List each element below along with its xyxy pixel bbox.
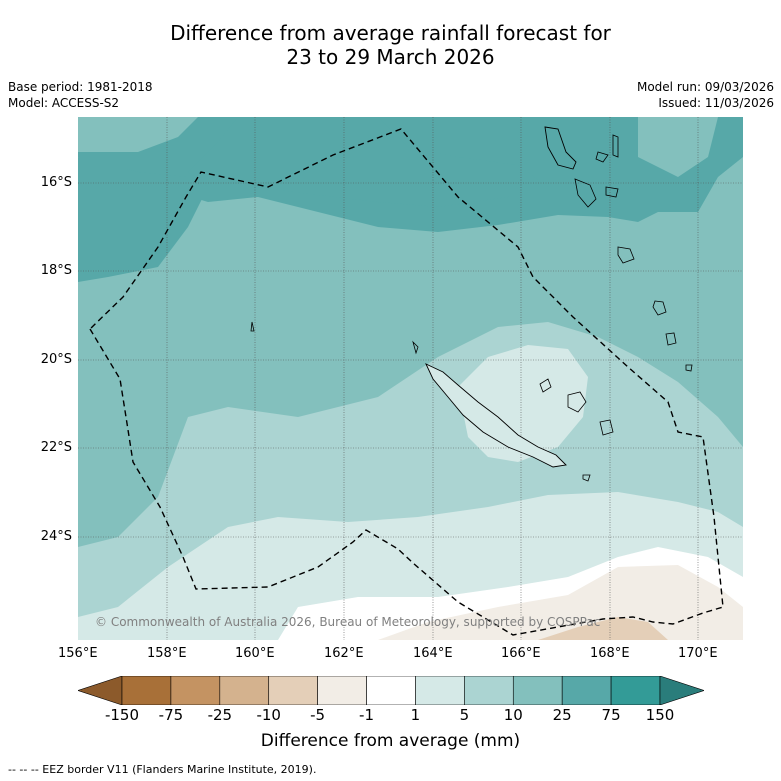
- lon-label-170e: 170°E: [678, 646, 718, 661]
- copyright-notice: © Commonwealth of Australia 2026, Bureau…: [95, 615, 601, 629]
- zone-minus10-minus5: [538, 617, 668, 640]
- colorbar-tick-label: -1: [359, 706, 375, 724]
- loyalty-island-1: [539, 378, 552, 393]
- lat-label-16s: 16°S: [40, 175, 72, 190]
- model-run: Model run: 09/03/2026: [636, 80, 774, 94]
- lat-label-22s: 22°S: [40, 440, 72, 455]
- ambrym-island: [605, 186, 619, 198]
- aneityum-island: [685, 364, 693, 372]
- maewo-island: [612, 134, 619, 158]
- ambae-island: [595, 151, 609, 163]
- colorbar-tick-label: 10: [503, 706, 523, 724]
- colorbar: [78, 676, 704, 705]
- zone-25-75mm-west: [78, 157, 208, 282]
- colorbar-segment: [415, 676, 465, 705]
- colorbar-segment: [561, 676, 612, 705]
- colorbar-tick-label: -5: [310, 706, 326, 724]
- title-line-2: 23 to 29 March 2026: [286, 45, 495, 69]
- colorbar-tick-label: 5: [459, 706, 470, 724]
- efate-island: [617, 246, 635, 264]
- eez-border: [89, 128, 724, 636]
- model-name: Model: ACCESS-S2: [8, 96, 120, 110]
- lon-label-164e: 164°E: [413, 646, 453, 661]
- colorbar-segment: [121, 676, 172, 705]
- colorbar-tick-label: -25: [207, 706, 233, 724]
- colorbar-extend-low: [78, 676, 123, 705]
- loyalty-island-3: [599, 419, 614, 436]
- lon-label-162e: 162°E: [324, 646, 364, 661]
- erromango-island: [652, 300, 667, 316]
- tanna-island: [665, 332, 677, 346]
- chesterfield-island: [250, 321, 255, 332]
- colorbar-segment: [464, 676, 514, 705]
- colorbar-tick-label: -10: [256, 706, 281, 724]
- malekula-island: [574, 178, 597, 208]
- grid-lines: [78, 117, 743, 640]
- colorbar-extend-high: [659, 676, 704, 705]
- belep-islands: [412, 340, 419, 355]
- isle-of-pines: [582, 474, 591, 482]
- colorbar-segment: [268, 676, 318, 705]
- zone-25-75mm-north: [188, 117, 548, 207]
- map-svg: [78, 117, 743, 640]
- lat-label-24s: 24°S: [40, 529, 72, 544]
- colorbar-tick-label: -150: [104, 706, 140, 724]
- lon-label-166e: 166°E: [501, 646, 541, 661]
- zone-10-25mm-nw: [78, 117, 198, 152]
- loyalty-island-2: [567, 391, 587, 413]
- title-line-1: Difference from average rainfall forecas…: [170, 21, 611, 45]
- lon-label-160e: 160°E: [235, 646, 275, 661]
- issued-date: Issued: 11/03/2026: [658, 96, 774, 110]
- colorbar-segment: [219, 676, 270, 705]
- colorbar-segment: [317, 676, 367, 705]
- lat-label-18s: 18°S: [40, 263, 72, 278]
- new-caledonia-island: [425, 363, 567, 468]
- colorbar-segments: [78, 676, 704, 705]
- lon-label-168e: 168°E: [590, 646, 630, 661]
- colorbar-tick-label: 1: [410, 706, 421, 724]
- lat-label-20s: 20°S: [40, 352, 72, 367]
- colorbar-tick-label: 75: [601, 706, 621, 724]
- espiritu-santo: [544, 126, 577, 170]
- colorbar-tick-label: -75: [158, 706, 184, 724]
- colorbar-segment: [512, 676, 563, 705]
- colorbar-tick-label: 25: [552, 706, 572, 724]
- colorbar-tick-label: 150: [645, 706, 675, 724]
- lon-label-158e: 158°E: [147, 646, 187, 661]
- colorbar-segment: [366, 676, 416, 705]
- eez-footnote: -- -- -- EEZ border V11 (Flanders Marine…: [8, 763, 317, 776]
- colorbar-title: Difference from average (mm): [260, 731, 521, 751]
- colorbar-segment: [610, 676, 661, 705]
- rainfall-map: © Commonwealth of Australia 2026, Bureau…: [78, 117, 743, 640]
- lon-label-156e: 156°E: [58, 646, 98, 661]
- colorbar-segment: [170, 676, 221, 705]
- base-period: Base period: 1981-2018: [8, 80, 153, 94]
